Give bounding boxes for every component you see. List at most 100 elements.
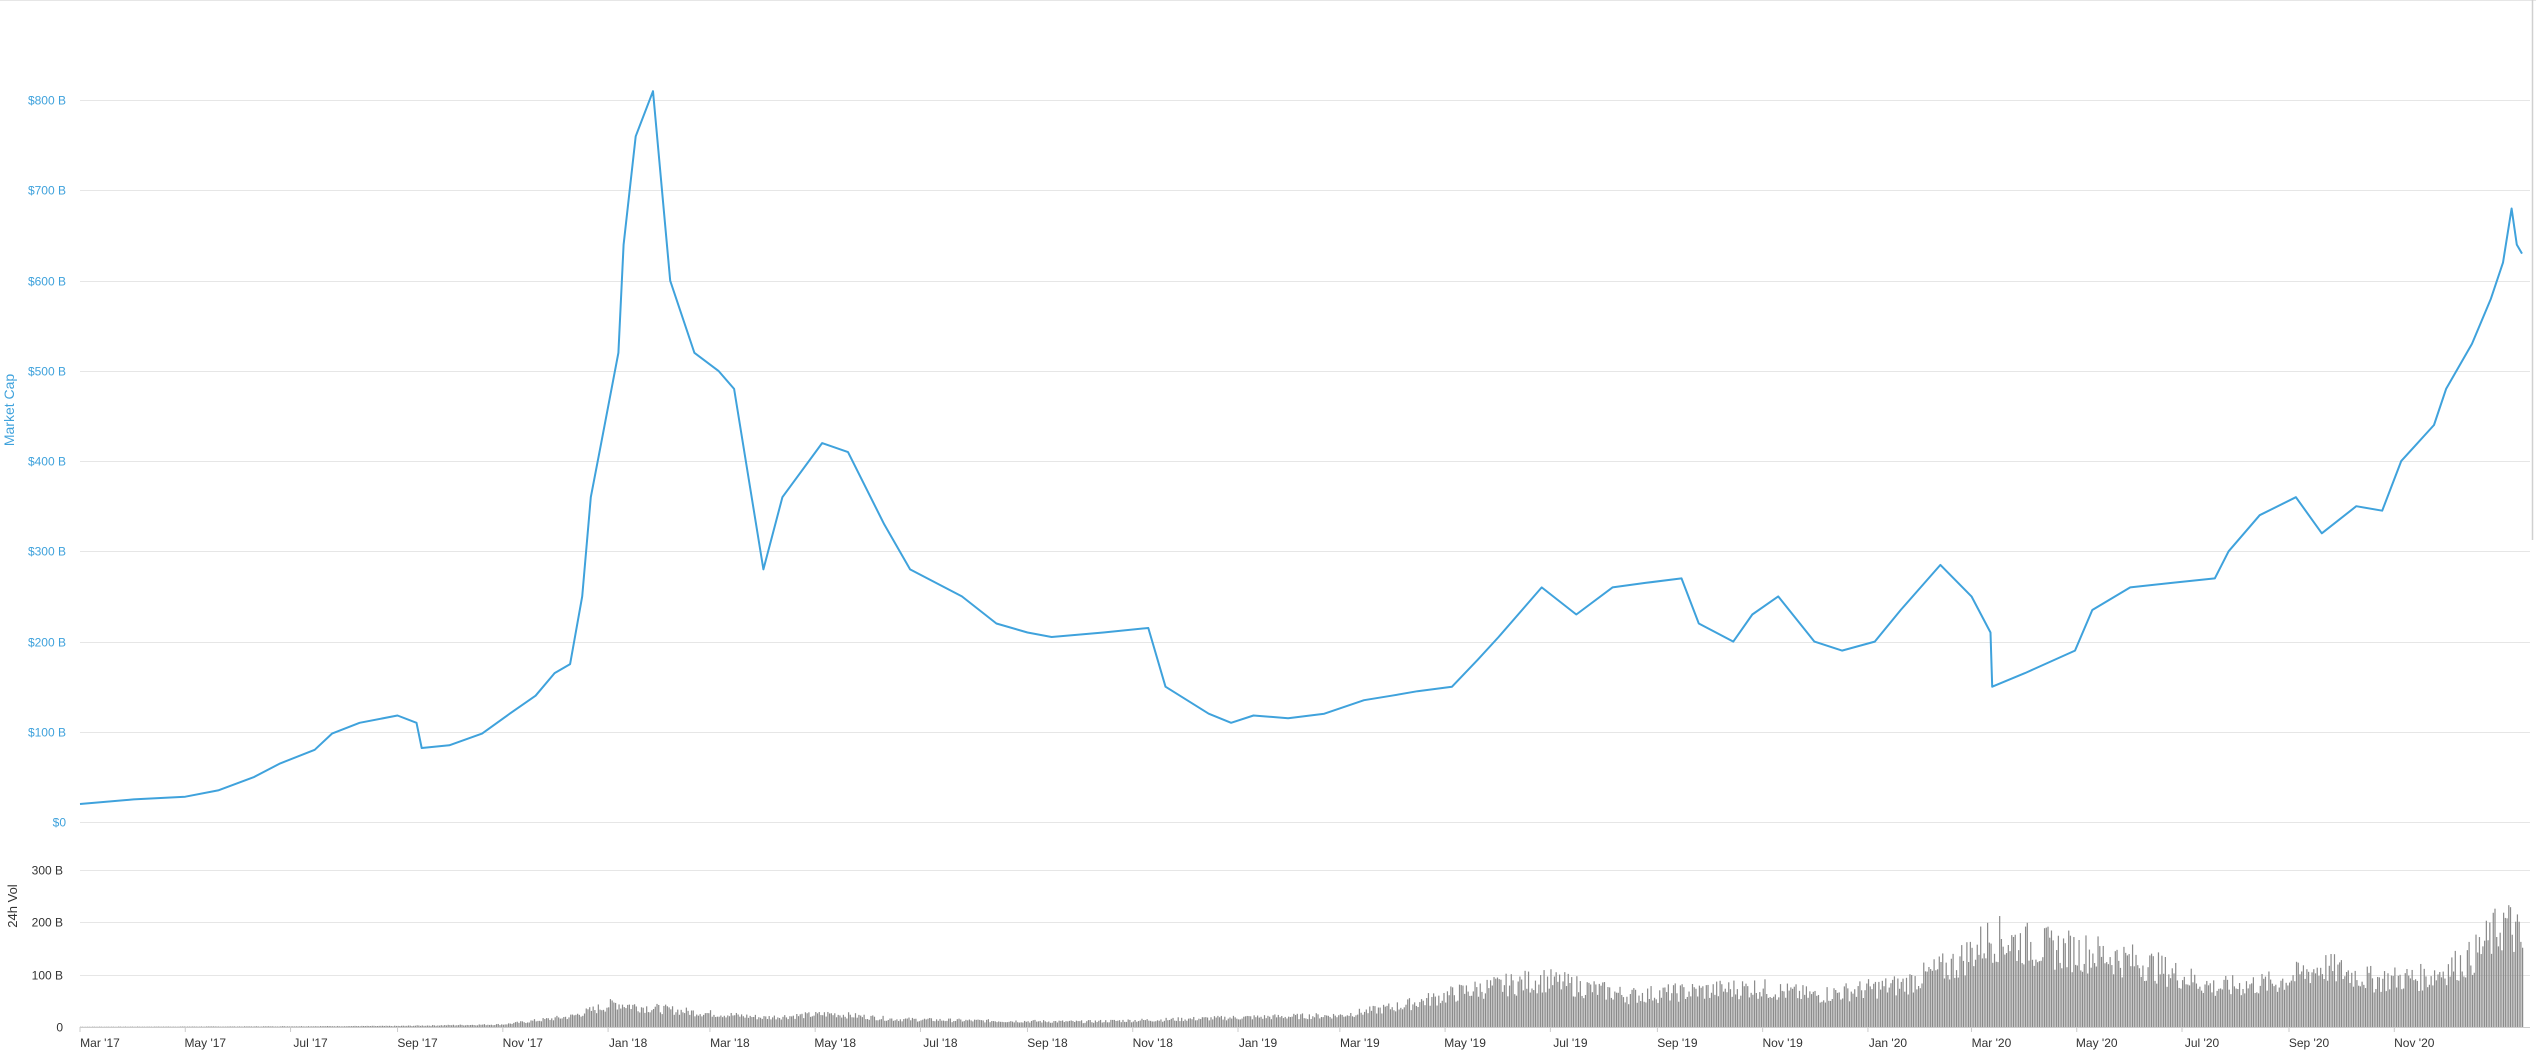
volume-bar xyxy=(2016,961,2017,1027)
volume-bar xyxy=(2085,935,2086,1027)
volume-bar xyxy=(2298,963,2299,1027)
volume-bar xyxy=(988,1019,989,1027)
volume-bar xyxy=(2367,967,2368,1027)
volume-bar xyxy=(648,1012,649,1027)
volume-bar xyxy=(955,1021,956,1027)
volume-bar xyxy=(594,1010,595,1027)
volume-bar xyxy=(246,1026,247,1027)
volume-bar xyxy=(2211,992,2212,1027)
volume-bar xyxy=(2078,940,2079,1027)
volume-bar xyxy=(1176,1021,1177,1027)
volume-bar xyxy=(738,1015,739,1027)
volume-bar xyxy=(2025,927,2026,1027)
volume-bar xyxy=(1433,993,1434,1027)
volume-bar xyxy=(387,1026,388,1027)
volume-bar xyxy=(2115,951,2116,1027)
volume-bar xyxy=(2123,947,2124,1027)
volume-bar xyxy=(960,1020,961,1028)
volume-bar xyxy=(1442,1001,1443,1027)
volume-bar xyxy=(2453,972,2454,1027)
volume-bar xyxy=(292,1026,293,1027)
volume-bar xyxy=(1487,980,1488,1027)
volume-bar xyxy=(2289,983,2290,1027)
volume-bar xyxy=(2080,970,2081,1027)
volume-bar xyxy=(1162,1022,1163,1027)
volume-bar xyxy=(2004,955,2005,1027)
volume-bar xyxy=(2474,973,2475,1027)
volume-bar xyxy=(1476,987,1477,1027)
volume-bar xyxy=(1497,978,1498,1027)
volume-bar xyxy=(247,1026,248,1027)
volume-bar xyxy=(1469,996,1470,1027)
volume-bar xyxy=(819,1012,820,1027)
volume-bar xyxy=(2270,980,2271,1027)
volume-bar xyxy=(1452,987,1453,1027)
volume-bar xyxy=(993,1021,994,1027)
volume-bar xyxy=(1968,962,1969,1027)
volume-bar xyxy=(1371,1011,1372,1027)
volume-bar xyxy=(1545,992,1546,1027)
volume-bar xyxy=(2377,977,2378,1027)
volume-bar xyxy=(1778,997,1779,1027)
volume-bar xyxy=(1600,986,1601,1027)
volume-bar xyxy=(1839,992,1840,1027)
volume-bar xyxy=(239,1026,240,1027)
volume-bar xyxy=(1880,990,1881,1027)
volume-bar xyxy=(1533,990,1534,1027)
volume-bar xyxy=(2463,977,2464,1027)
volume-bar xyxy=(216,1026,217,1027)
volume-bar xyxy=(2070,936,2071,1027)
volume-bar xyxy=(2242,989,2243,1027)
x-tick-label: May '19 xyxy=(1444,1036,1486,1050)
volume-bar xyxy=(2179,988,2180,1027)
volume-bar xyxy=(964,1021,965,1027)
market-cap-y-tick-label: $200 B xyxy=(28,636,66,650)
volume-bar xyxy=(679,1015,680,1027)
volume-bar xyxy=(524,1022,525,1027)
volume-bar xyxy=(677,1010,678,1027)
volume-bar xyxy=(2013,937,2014,1027)
volume-bar xyxy=(1614,992,1615,1027)
volume-bar xyxy=(2315,973,2316,1027)
volume-bar xyxy=(1231,1019,1232,1027)
volume-bar xyxy=(1818,995,1819,1027)
volume-bar xyxy=(1310,1019,1311,1027)
volume-bar xyxy=(1147,1019,1148,1027)
volume-bar xyxy=(2339,962,2340,1027)
volume-bar xyxy=(772,1017,773,1027)
volume-bar xyxy=(467,1025,468,1027)
volume-bar xyxy=(684,1013,685,1027)
volume-bar xyxy=(634,1004,635,1027)
volume-bar xyxy=(2356,980,2357,1027)
volume-bar xyxy=(1474,982,1475,1027)
volume-bar xyxy=(486,1025,487,1027)
volume-bar xyxy=(1701,988,1702,1027)
volume-bar xyxy=(2103,946,2104,1027)
volume-bar xyxy=(2066,967,2067,1027)
volume-bar xyxy=(1148,1021,1149,1027)
volume-bar xyxy=(898,1021,899,1027)
volume-bar xyxy=(933,1021,934,1027)
volume-bar xyxy=(901,1021,902,1027)
volume-bar xyxy=(410,1026,411,1027)
volume-bar xyxy=(1669,1001,1670,1027)
volume-bar xyxy=(2272,984,2273,1027)
volume-bar xyxy=(2063,938,2064,1027)
volume-bar xyxy=(1224,1017,1225,1027)
x-tick-label: Mar '18 xyxy=(710,1036,750,1050)
volume-bar xyxy=(2494,909,2495,1027)
volume-bar xyxy=(751,1017,752,1027)
volume-bar xyxy=(1052,1023,1053,1027)
volume-bar xyxy=(2230,994,2231,1027)
volume-bar xyxy=(1652,1001,1653,1027)
volume-bar xyxy=(936,1019,937,1027)
volume-bar xyxy=(1562,981,1563,1027)
volume-bar xyxy=(953,1021,954,1027)
volume-bar xyxy=(201,1026,202,1027)
volume-bar xyxy=(1554,977,1555,1027)
volume-bar xyxy=(1121,1022,1122,1027)
volume-bar xyxy=(551,1018,552,1027)
volume-bar xyxy=(1725,989,1726,1027)
volume-bar xyxy=(1606,1000,1607,1027)
volume-bar xyxy=(2082,972,2083,1027)
